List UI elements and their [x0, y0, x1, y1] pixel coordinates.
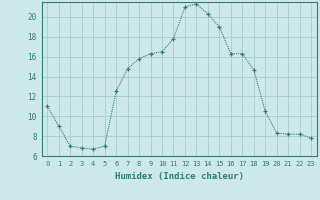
X-axis label: Humidex (Indice chaleur): Humidex (Indice chaleur) [115, 172, 244, 181]
